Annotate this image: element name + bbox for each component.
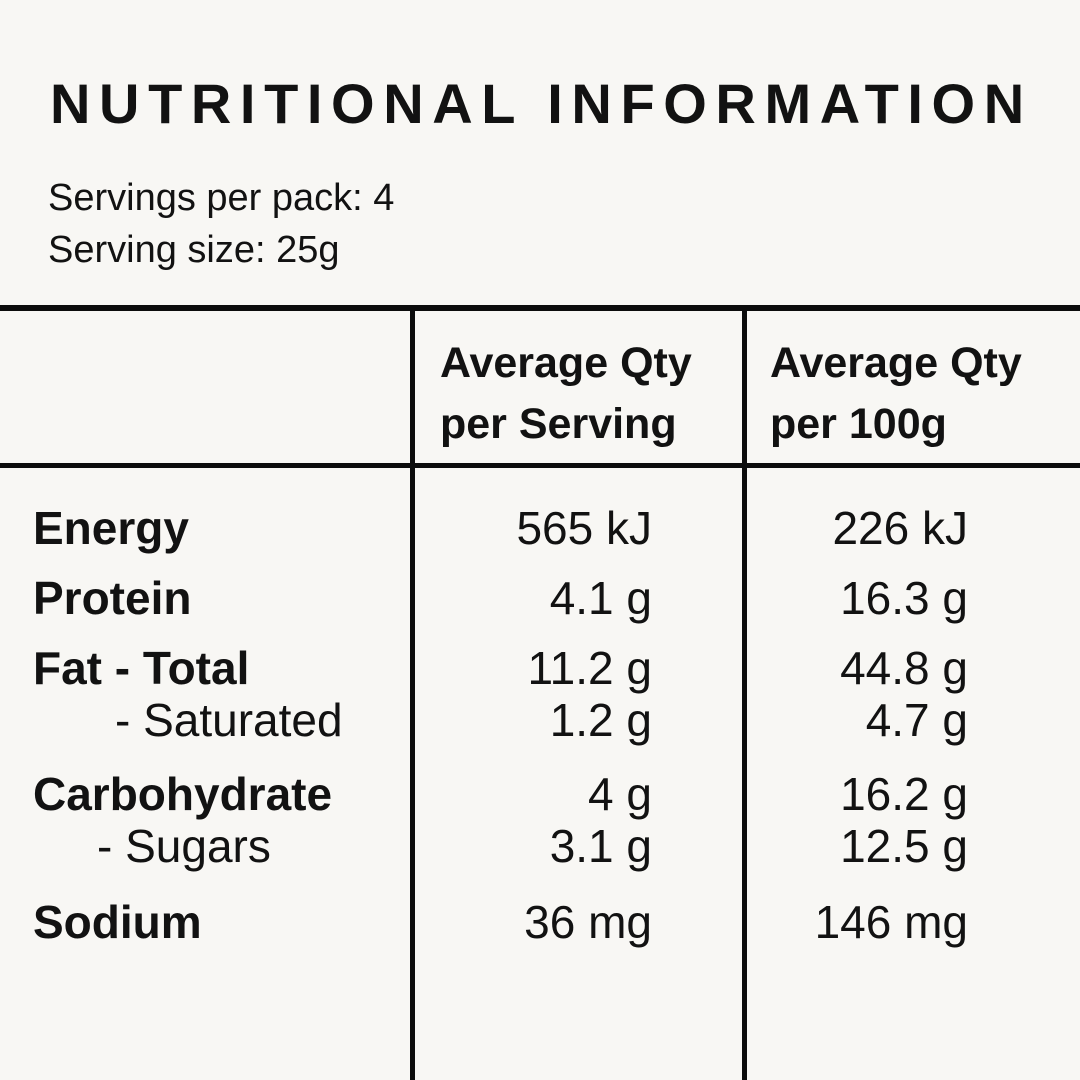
row-label: Fat - Total bbox=[33, 642, 250, 694]
table-row: Fat - Total 11.2 g 44.8 g bbox=[0, 642, 1080, 694]
column-header-serving: Average Qty per Serving bbox=[415, 319, 747, 455]
serving-value: 36 mg bbox=[524, 896, 652, 948]
table-row: Energy 565 kJ 226 kJ bbox=[0, 502, 1080, 554]
column-divider-1 bbox=[410, 305, 415, 1080]
per-100g-value: 16.2 g bbox=[840, 768, 968, 820]
serving-value: 1.2 g bbox=[549, 694, 652, 746]
column-header-100g-line1: Average Qty bbox=[770, 339, 1022, 387]
per-100g-value: 12.5 g bbox=[840, 820, 968, 872]
table-row: Carbohydrate 4 g 16.2 g bbox=[0, 768, 1080, 820]
nutrition-table-rows: Energy 565 kJ 226 kJ Protein 4.1 g 16.3 g Fat … bbox=[0, 468, 1080, 948]
column-header-100g: Average Qty per 100g bbox=[747, 319, 1080, 455]
table-row: - Sugars 3.1 g 12.5 g bbox=[0, 820, 1080, 872]
table-row: Protein 4.1 g 16.3 g bbox=[0, 572, 1080, 624]
serving-value: 11.2 g bbox=[527, 642, 652, 694]
table-row: Sodium 36 mg 146 mg bbox=[0, 896, 1080, 948]
serving-value: 3.1 g bbox=[549, 820, 652, 872]
column-divider-2 bbox=[742, 305, 747, 1080]
table-header-row: Average Qty per Serving Average Qty per … bbox=[0, 311, 1080, 463]
per-100g-value: 146 mg bbox=[814, 896, 968, 948]
row-label: Sodium bbox=[33, 896, 202, 948]
serving-value: 4.1 g bbox=[549, 572, 652, 624]
column-header-100g-line2: per 100g bbox=[770, 400, 947, 448]
column-header-serving-line2: per Serving bbox=[440, 400, 677, 448]
row-label: - Saturated bbox=[115, 694, 343, 746]
table-top-border bbox=[0, 305, 1080, 311]
serving-value: 4 g bbox=[588, 768, 652, 820]
header-divider-line bbox=[0, 463, 1080, 468]
row-label: Energy bbox=[33, 502, 189, 554]
serving-value: 565 kJ bbox=[516, 502, 652, 554]
per-100g-value: 44.8 g bbox=[840, 642, 968, 694]
per-100g-value: 226 kJ bbox=[832, 502, 968, 554]
servings-per-pack: Servings per pack: 4 bbox=[48, 177, 395, 219]
serving-meta: Servings per pack: 4 Serving size: 25g bbox=[48, 172, 394, 276]
row-label: Carbohydrate bbox=[33, 768, 333, 820]
column-header-serving-line1: Average Qty bbox=[440, 339, 692, 387]
per-100g-value: 4.7 g bbox=[865, 694, 968, 746]
serving-size: Serving size: 25g bbox=[48, 229, 340, 271]
table-row: - Saturated 1.2 g 4.7 g bbox=[0, 694, 1080, 746]
page-title: NUTRITIONAL INFORMATION bbox=[50, 72, 1033, 135]
per-100g-value: 16.3 g bbox=[840, 572, 968, 624]
row-label: Protein bbox=[33, 572, 192, 624]
row-label: - Sugars bbox=[97, 820, 271, 872]
